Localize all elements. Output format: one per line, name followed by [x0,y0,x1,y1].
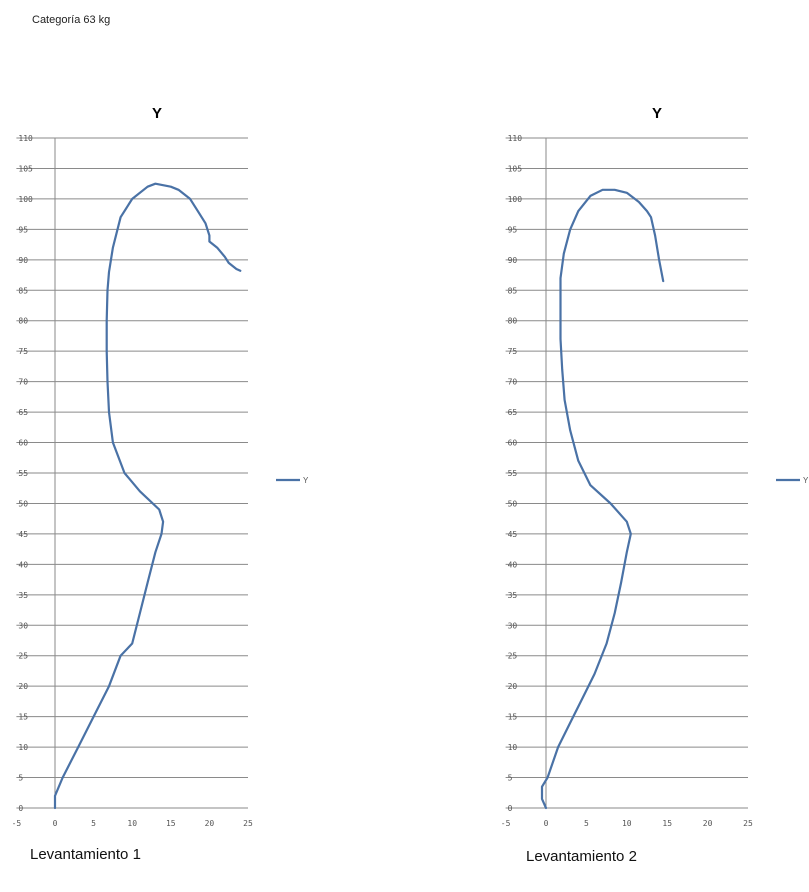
y-tick-label: 70 [18,378,28,387]
y-tick-label: 0 [18,804,23,813]
y-tick-label: 5 [18,774,23,783]
y-tick-label: 40 [18,560,28,569]
x-tick-label: 0 [53,819,58,828]
y-tick-label: 90 [18,256,28,265]
x-tick-label: 5 [91,819,96,828]
y-tick-label: 45 [18,530,28,539]
y-tick-label: 110 [18,134,33,143]
y-tick-label: 50 [18,499,28,508]
x-tick-label: 25 [243,819,253,828]
y-tick-label: 105 [18,164,33,173]
y-tick-label: 95 [18,225,28,234]
y-tick-label: 25 [18,652,28,661]
y-tick-label: 65 [18,408,28,417]
x-tick-label: 20 [205,819,215,828]
y-tick-label: 75 [18,347,28,356]
y-tick-label: 60 [18,439,28,448]
y-tick-label: 20 [18,682,28,691]
y-tick-label: 10 [18,743,28,752]
y-tick-label: 15 [18,713,28,722]
y-tick-label: 35 [18,591,28,600]
chart-title: Y [152,105,162,122]
chart-caption-1: Levantamiento 1 [30,846,141,863]
x-tick-label: 15 [166,819,176,828]
x-tick-label: -5 [12,819,22,828]
y-tick-label: 85 [18,286,28,295]
chart-caption-2: Levantamiento 2 [526,848,637,865]
y-tick-label: 80 [18,317,28,326]
x-tick-label: 10 [127,819,137,828]
series-line-y [53,182,242,810]
y-tick-label: 55 [18,469,28,478]
page-header: Categoría 63 kg [32,14,111,26]
y-tick-label: 30 [18,621,28,630]
y-tick-label: 100 [18,195,33,204]
legend-label: Y [303,476,309,485]
